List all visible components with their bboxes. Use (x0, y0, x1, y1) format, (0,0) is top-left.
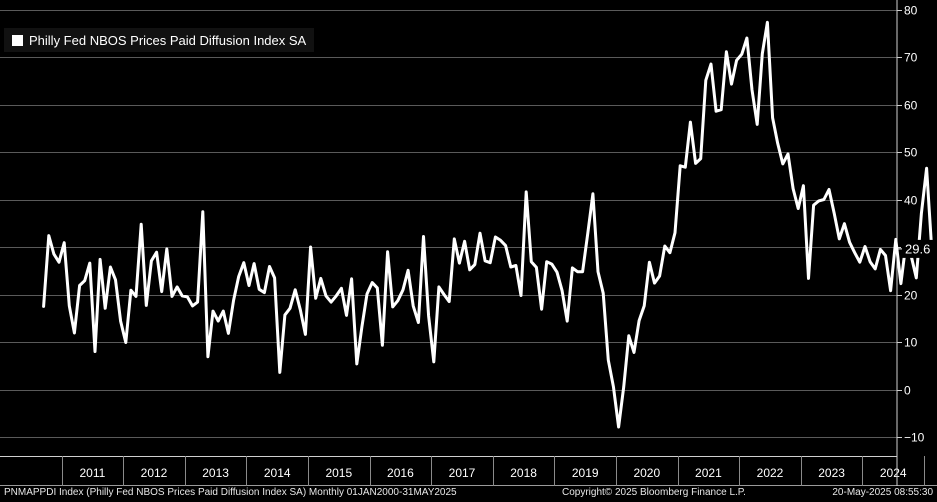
x-tick-label: 2022 (757, 466, 784, 480)
x-tick-label: 2023 (818, 466, 845, 480)
y-tick-label: 40 (904, 194, 918, 208)
footer-ticker-info: PNMAPPDI Index (Philly Fed NBOS Prices P… (4, 487, 457, 498)
last-value-marker: 29.6 (897, 239, 937, 258)
legend-label: Philly Fed NBOS Prices Paid Diffusion In… (29, 32, 307, 48)
x-tick-label: 2016 (387, 466, 414, 480)
y-tick-label: −10 (904, 431, 925, 445)
series-line (42, 20, 934, 429)
footer-timestamp: 20-May-2025 08:55:30 (832, 487, 933, 498)
x-tick-label: 2012 (141, 466, 168, 480)
legend-swatch (12, 34, 23, 46)
y-tick-label: 60 (904, 99, 918, 113)
legend: Philly Fed NBOS Prices Paid Diffusion In… (4, 28, 315, 52)
last-value-label: 29.6 (905, 241, 930, 256)
x-axis: 2011 2012 2013 2014 2015 2016 2017 2018 2019 2020… (0, 456, 937, 486)
y-tick-label: 50 (904, 146, 918, 160)
y-tick-label: 80 (904, 4, 918, 18)
x-tick-label: 2021 (695, 466, 722, 480)
x-tick-label: 2013 (202, 466, 229, 480)
x-tick-label: 2018 (510, 466, 537, 480)
footer: PNMAPPDI Index (Philly Fed NBOS Prices P… (0, 486, 937, 502)
y-tick-label: 20 (904, 289, 918, 303)
gridlines (0, 10, 897, 438)
last-value-box (901, 239, 937, 258)
x-tick-label: 2019 (572, 466, 599, 480)
x-tick-label: 2020 (633, 466, 660, 480)
x-tick-label: 2017 (449, 466, 476, 480)
y-tick-label: 70 (904, 51, 918, 65)
x-tick-label: 2014 (264, 466, 291, 480)
x-tick-label: 2011 (79, 466, 105, 480)
x-tick-label: 2015 (325, 466, 352, 480)
footer-copyright: Copyright© 2025 Bloomberg Finance L.P. (562, 487, 746, 498)
series-layer (42, 20, 934, 429)
y-tick-label: 0 (904, 384, 911, 398)
x-tick-label: 2024 (880, 466, 907, 480)
y-tick-label: 10 (904, 336, 918, 350)
